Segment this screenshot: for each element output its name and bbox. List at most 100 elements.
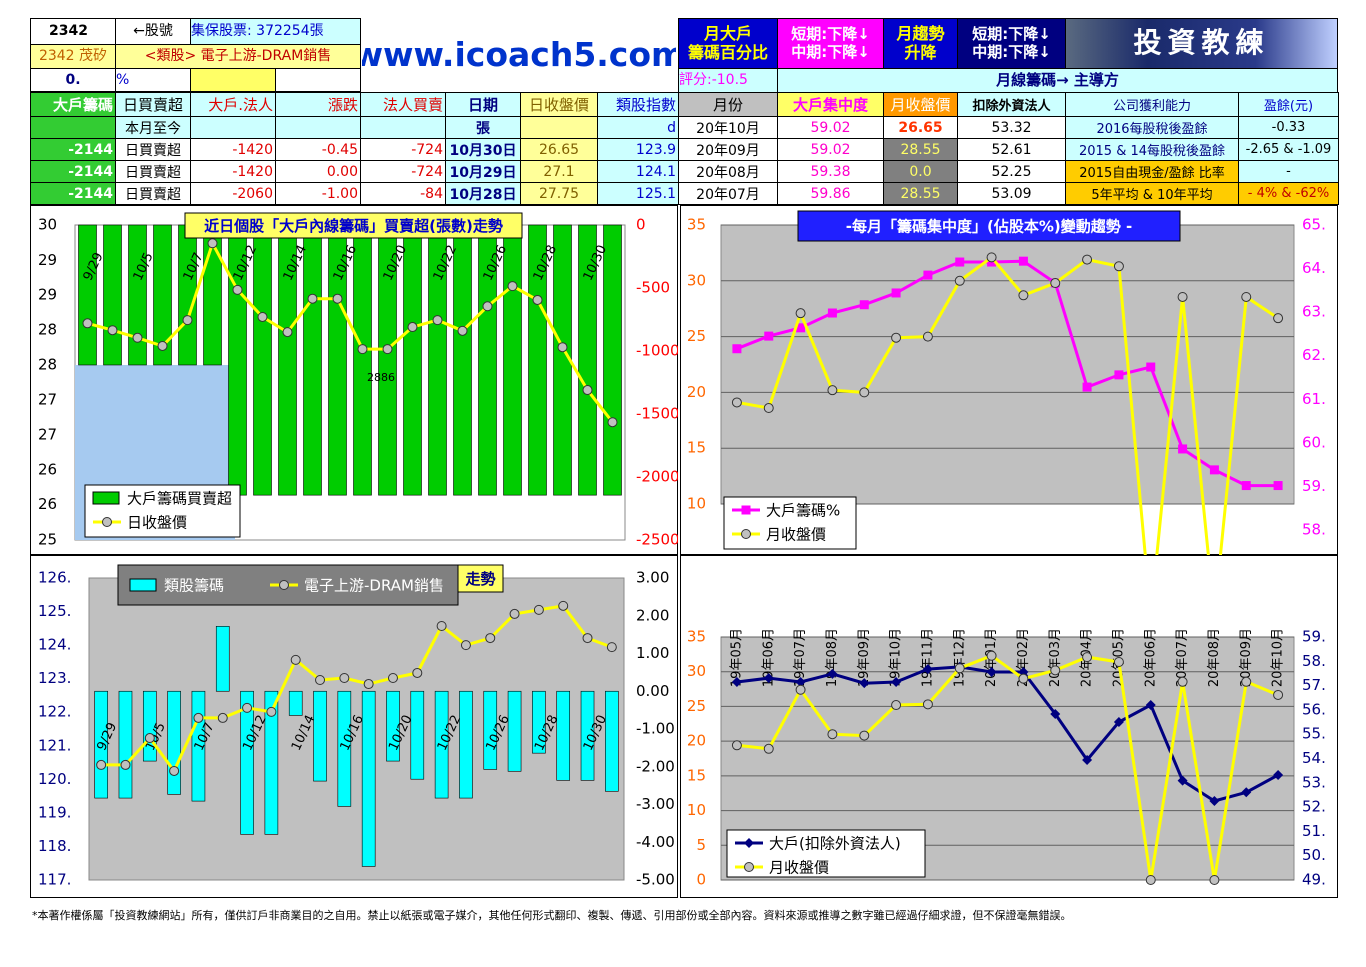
marker — [741, 529, 751, 539]
marker — [363, 679, 374, 690]
marker — [744, 862, 754, 872]
tick-label: -2000 — [636, 468, 680, 486]
tick-label: 120. — [38, 770, 71, 788]
marker — [407, 322, 418, 333]
marker — [1241, 291, 1252, 302]
marker — [169, 765, 180, 776]
table-cell: 公司獲利能力 — [1065, 92, 1239, 117]
bar — [253, 224, 272, 496]
tick-label: -2.00 — [636, 757, 675, 775]
marker — [859, 387, 870, 398]
tick-label: -1000 — [636, 342, 680, 360]
marker — [507, 281, 518, 292]
marker — [533, 604, 544, 615]
tick-label: 0 — [696, 871, 706, 889]
marker — [763, 673, 774, 684]
marker — [315, 675, 326, 686]
marker — [157, 340, 168, 351]
bar — [503, 224, 522, 496]
table-cell: -2144 — [30, 160, 116, 183]
marker — [107, 325, 118, 336]
marker — [1177, 775, 1188, 786]
table-row: 20年07月 59.86 28.55 53.09 5年平均 & 10年平均 - 4% & … — [678, 182, 1339, 205]
table-cell: 日買賣超 — [115, 182, 191, 205]
marker — [96, 759, 107, 770]
marker — [1018, 256, 1028, 266]
table-cell: -0.45 — [275, 138, 361, 161]
marker — [859, 300, 869, 310]
table-row: -2144 日買賣超 -1420 -0.45 -724 10月30日 26.65 123.9 — [30, 138, 679, 161]
marker — [532, 294, 543, 305]
marker — [1209, 875, 1220, 885]
x-tick-label: 19年10月 — [889, 628, 904, 687]
table-cell: -2060 — [190, 182, 276, 205]
bar — [605, 690, 619, 792]
table-row: -2144 日買賣超 -1420 0.00 -724 10月29日 27.1 124.1 — [30, 160, 679, 183]
site-url[interactable]: www.icoach5.com — [362, 35, 676, 75]
tick-label: 125. — [38, 602, 71, 620]
table-cell: 大戶.法人 — [190, 92, 276, 117]
tick-label: 60. — [1302, 433, 1326, 451]
bar — [178, 224, 197, 366]
table-cell: -2144 — [30, 138, 116, 161]
marker — [1273, 770, 1284, 781]
tick-label: 56. — [1302, 700, 1326, 718]
marker — [731, 676, 742, 687]
table-cell — [520, 116, 598, 139]
tick-label: 65. — [1302, 216, 1326, 234]
score: 評分:-10.5 — [678, 68, 778, 93]
tick-label: 29 — [38, 251, 57, 269]
bar — [337, 690, 352, 807]
table-cell: 月收盤價 — [883, 92, 958, 117]
table-row: -2144 日買賣超 -2060 -1.00 -84 10月28日 27.75 125.1 — [30, 182, 679, 205]
marker — [582, 633, 593, 644]
marker — [955, 257, 965, 267]
tick-label: 58. — [1302, 521, 1326, 539]
marker — [986, 650, 997, 661]
label: 月大戶 — [703, 24, 752, 44]
marker — [460, 640, 471, 651]
daily-table: 大戶籌碼 日買賣超 大戶.法人 漲跌 法人買賣 日期 日收盤價 類股指數 本月至今張 d -2144… — [30, 92, 679, 205]
marker — [795, 676, 806, 687]
bar — [603, 224, 622, 496]
marker — [193, 712, 204, 723]
table-cell: 124.1 — [597, 160, 679, 183]
tick-label: 0 — [636, 216, 646, 234]
table-cell: 59.02 — [777, 138, 884, 161]
marker — [144, 733, 155, 744]
marker — [132, 332, 143, 343]
tick-label: 63. — [1302, 303, 1326, 321]
marker — [922, 699, 933, 710]
tick-label: 0.00 — [636, 682, 669, 700]
legend-label: 月收盤價 — [769, 859, 829, 877]
marker — [207, 238, 218, 249]
tick-label: 10 — [687, 801, 706, 819]
chart-panel: 126. 125. 124. 123. 122. 121. 120. 119. 118. 117.… — [30, 555, 678, 898]
bar — [215, 626, 230, 692]
chart-panel: 30 29 29 28 28 27 27 26 26 25 0 -500 -1000 -1500 -2000… — [30, 205, 680, 555]
marker — [1209, 465, 1219, 475]
bar — [303, 224, 322, 496]
bar — [434, 690, 449, 799]
marker — [1273, 689, 1284, 700]
marker — [1145, 700, 1156, 711]
tick-label: 55. — [1302, 725, 1326, 743]
marker — [827, 729, 838, 740]
tick-label: -500 — [636, 279, 670, 297]
legend-swatch — [92, 491, 120, 505]
tick-label: 29 — [38, 285, 57, 303]
bar — [459, 690, 473, 799]
marker — [1082, 754, 1093, 765]
table-row: 20年08月 59.38 0.0 52.25 2015自由現金/盈餘 比率 - — [678, 160, 1339, 183]
tick-label: 1.00 — [636, 644, 669, 662]
label: 籌碼百分比 — [687, 42, 768, 62]
bar — [528, 224, 547, 496]
legend-label: 日收盤價 — [127, 514, 187, 532]
marker — [582, 385, 593, 396]
bar — [410, 690, 425, 780]
marker — [1113, 717, 1124, 728]
label: 短期:下降↓ — [791, 25, 870, 44]
table-cell: -2144 — [30, 182, 116, 205]
table-cell — [275, 116, 361, 139]
